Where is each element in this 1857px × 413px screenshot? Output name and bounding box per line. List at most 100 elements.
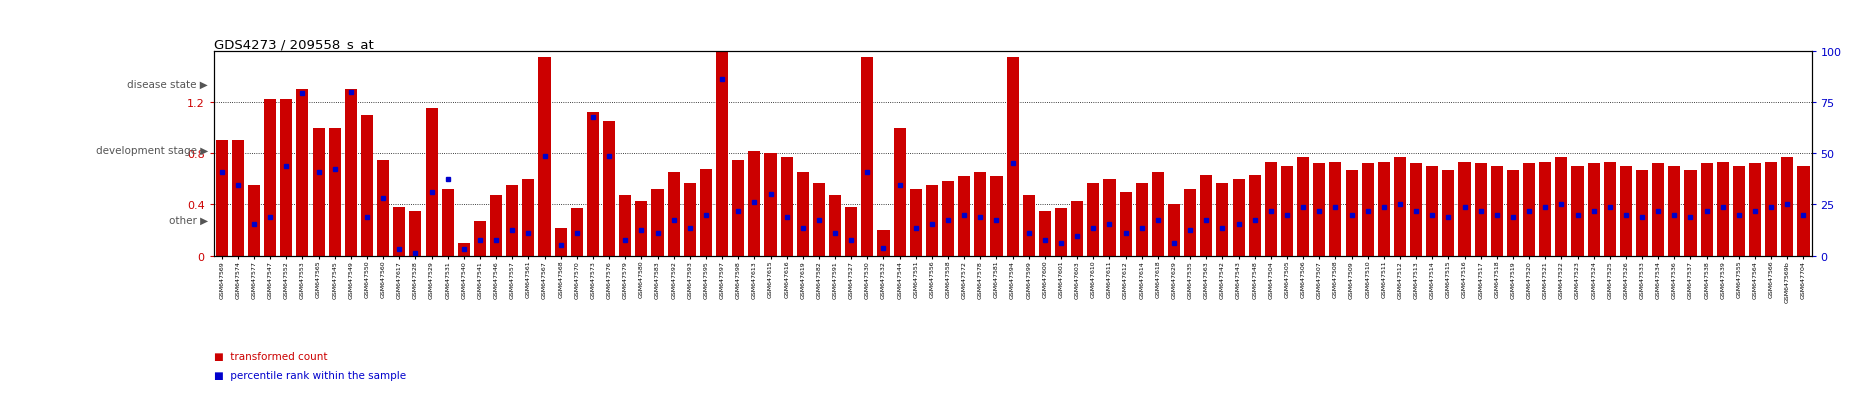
Text: outcome: survivor: outcome: survivor [1458,215,1534,224]
Bar [1554,158,1567,256]
Bar [457,243,470,256]
Text: development stage ▶: development stage ▶ [97,145,208,156]
Bar [795,118,1166,183]
Bar [474,221,487,256]
Bar [1149,183,1181,256]
Text: other ▶: other ▶ [169,215,208,225]
Bar [700,169,711,256]
Bar [215,141,228,256]
Text: neonate (0.0-0.1 years): neonate (0.0-0.1 years) [184,146,292,155]
Bar [293,183,778,256]
Bar [1393,158,1406,256]
Bar [262,183,293,256]
Bar [1684,171,1695,256]
Bar [1378,163,1389,256]
Bar [990,177,1003,256]
Bar [394,207,405,256]
Bar [1424,52,1811,118]
Bar [893,128,904,256]
Bar [1086,183,1099,256]
Bar [797,173,808,256]
Bar [778,183,810,256]
Bar [732,160,745,256]
Bar [442,190,453,256]
Bar [280,100,292,256]
Bar [214,183,230,256]
Bar [539,58,550,256]
Bar [1120,192,1131,256]
Text: outcome:
nonsurvivor: outcome: nonsurvivor [197,210,247,230]
Bar [1296,158,1309,256]
Bar [1103,179,1114,256]
Bar [490,196,501,256]
Bar [1181,183,1811,256]
Bar [1699,164,1712,256]
Bar [1231,179,1244,256]
Bar [1716,163,1727,256]
Bar [618,196,631,256]
Bar [652,190,663,256]
Bar [1747,164,1760,256]
Bar [1055,209,1066,256]
Bar [1733,166,1744,256]
Bar [1458,163,1469,256]
Bar [828,196,841,256]
Bar [1441,171,1454,256]
Bar [1361,164,1372,256]
Bar [910,190,921,256]
Bar [232,141,243,256]
Bar [345,90,357,256]
Bar [214,52,440,118]
Bar [1166,118,1439,183]
Bar [1038,211,1051,256]
Text: outcome:
nonsurvivor: outcome: nonsurvivor [253,210,303,230]
Bar [1216,183,1227,256]
Bar [230,183,262,256]
Bar [1538,163,1551,256]
Bar [1489,166,1502,256]
Bar [1571,166,1582,256]
Bar [1586,164,1599,256]
Text: outcome: survivor: outcome: survivor [498,215,574,224]
Text: GDS4273 / 209558_s_at: GDS4273 / 209558_s_at [214,38,373,50]
Bar [555,228,566,256]
Bar [1764,163,1777,256]
Bar [1409,164,1421,256]
Text: disease state ▶: disease state ▶ [128,80,208,90]
Text: school-age (6.0-9.8
years): school-age (6.0-9.8 years) [1727,141,1814,160]
Bar [1021,196,1034,256]
Text: outcom
e: nons
univor: outcom e: nons univor [778,205,810,235]
Bar [377,160,388,256]
Bar [810,183,1149,256]
Bar [425,109,438,256]
Bar [1523,164,1534,256]
Bar [1006,58,1018,256]
Bar [683,183,696,256]
Bar [1781,158,1792,256]
Bar [1439,118,1569,183]
Text: outcome: survivor: outcome: survivor [941,215,1018,224]
Text: toddler (2.0-5.9 years): toddler (2.0-5.9 years) [928,146,1031,155]
Bar [925,186,938,256]
Bar [635,201,646,256]
Bar [1603,163,1616,256]
Text: outcom
e: nons
univor: outcom e: nons univor [1149,205,1181,235]
Text: infant (0.2-1.9 years): infant (0.2-1.9 years) [481,146,576,155]
Bar [297,90,308,256]
Bar [604,122,615,256]
Bar [440,52,1424,118]
Bar [1569,118,1731,183]
Bar [1265,163,1276,256]
Text: school-age (6.0-9.8 years): school-age (6.0-9.8 years) [1242,146,1361,155]
Text: healthy control: healthy control [1578,80,1656,90]
Bar [1796,166,1809,256]
Bar [763,154,776,256]
Bar [715,49,728,256]
Bar [877,230,890,256]
Text: ■  percentile rank within the sample: ■ percentile rank within the sample [214,370,405,380]
Bar [1313,164,1324,256]
Bar [1651,164,1664,256]
Bar [409,211,422,256]
Bar [570,209,583,256]
Bar [812,183,825,256]
